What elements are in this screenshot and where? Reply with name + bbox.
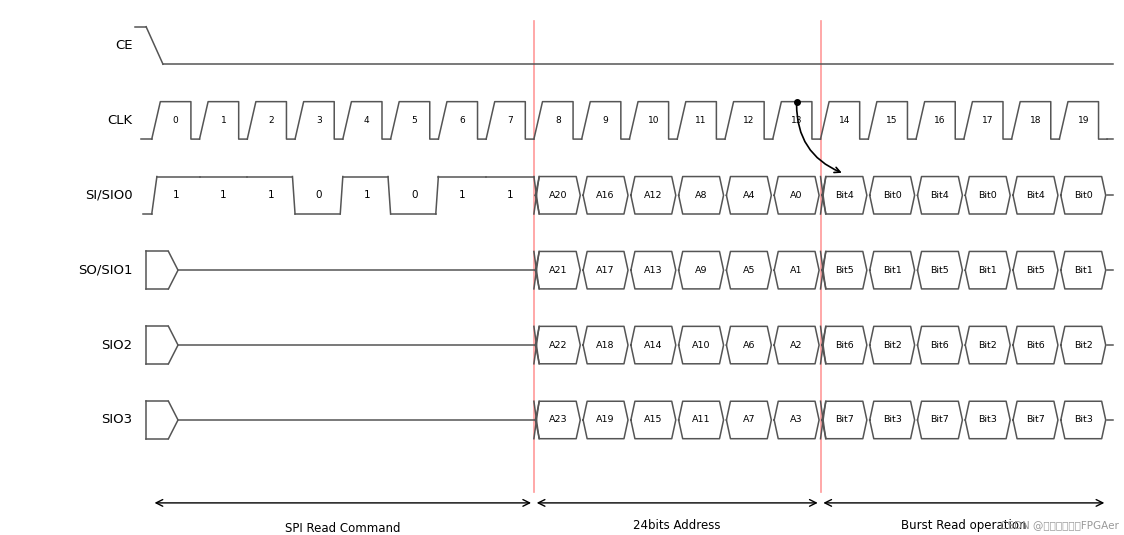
Text: 3: 3 <box>316 116 321 125</box>
Text: Bit7: Bit7 <box>1026 416 1045 424</box>
Text: 2: 2 <box>269 116 274 125</box>
Text: A21: A21 <box>549 266 566 274</box>
Text: Bit6: Bit6 <box>835 341 854 349</box>
Text: A10: A10 <box>692 341 710 349</box>
Text: 17: 17 <box>982 116 994 125</box>
Text: A14: A14 <box>644 341 662 349</box>
Text: Bit1: Bit1 <box>1073 266 1093 274</box>
Text: 24bits Address: 24bits Address <box>634 519 720 532</box>
Text: 6: 6 <box>460 116 465 125</box>
Text: SPI Read Command
(0xEB): SPI Read Command (0xEB) <box>285 522 400 535</box>
Text: 15: 15 <box>887 116 898 125</box>
Text: Bit3: Bit3 <box>1073 416 1093 424</box>
Text: A12: A12 <box>644 191 662 200</box>
Text: Bit4: Bit4 <box>931 191 950 200</box>
Text: Bit0: Bit0 <box>978 191 997 200</box>
Text: 11: 11 <box>696 116 707 125</box>
Text: A15: A15 <box>644 416 662 424</box>
Text: SO/SIO1: SO/SIO1 <box>79 264 133 277</box>
Text: SIO3: SIO3 <box>101 414 133 426</box>
Text: Bit6: Bit6 <box>931 341 950 349</box>
Text: 8: 8 <box>555 116 561 125</box>
Text: Bit1: Bit1 <box>882 266 901 274</box>
Text: A22: A22 <box>549 341 566 349</box>
Text: A4: A4 <box>743 191 755 200</box>
Text: 1: 1 <box>507 190 514 200</box>
Text: Bit2: Bit2 <box>1073 341 1093 349</box>
Text: CE: CE <box>115 39 133 52</box>
Text: A2: A2 <box>790 341 803 349</box>
Text: 1: 1 <box>220 190 227 200</box>
Text: 19: 19 <box>1078 116 1089 125</box>
Text: Bit3: Bit3 <box>882 416 901 424</box>
Text: Bit1: Bit1 <box>978 266 997 274</box>
Text: 18: 18 <box>1030 116 1041 125</box>
Text: 7: 7 <box>507 116 513 125</box>
Text: CLK: CLK <box>108 114 133 127</box>
Text: 0: 0 <box>173 116 179 125</box>
Text: 1: 1 <box>172 190 179 200</box>
Text: A8: A8 <box>695 191 707 200</box>
Text: A1: A1 <box>790 266 803 274</box>
Text: Bit4: Bit4 <box>1026 191 1045 200</box>
Text: Bit0: Bit0 <box>1073 191 1093 200</box>
Text: A16: A16 <box>597 191 615 200</box>
Text: 4: 4 <box>364 116 370 125</box>
Text: Bit3: Bit3 <box>978 416 997 424</box>
Text: A0: A0 <box>790 191 803 200</box>
Text: Bit0: Bit0 <box>882 191 901 200</box>
Text: Bit7: Bit7 <box>835 416 854 424</box>
Text: 1: 1 <box>363 190 370 200</box>
Text: CSDN @做一个合格的FPGAer: CSDN @做一个合格的FPGAer <box>999 519 1118 530</box>
Text: 1: 1 <box>220 116 226 125</box>
Text: 0: 0 <box>316 190 323 200</box>
Text: 12: 12 <box>743 116 754 125</box>
Text: A3: A3 <box>790 416 803 424</box>
Text: Bit2: Bit2 <box>882 341 901 349</box>
Text: 16: 16 <box>934 116 945 125</box>
Text: Bit5: Bit5 <box>835 266 854 274</box>
Text: A6: A6 <box>743 341 755 349</box>
Text: A7: A7 <box>743 416 755 424</box>
Text: SIO2: SIO2 <box>101 339 133 351</box>
Text: A11: A11 <box>692 416 710 424</box>
Text: A17: A17 <box>597 266 615 274</box>
Text: A13: A13 <box>644 266 663 274</box>
Text: 5: 5 <box>411 116 417 125</box>
Text: Bit5: Bit5 <box>931 266 950 274</box>
Text: 9: 9 <box>602 116 608 125</box>
Text: Bit7: Bit7 <box>931 416 950 424</box>
Text: A23: A23 <box>549 416 568 424</box>
Text: 1: 1 <box>268 190 274 200</box>
Text: 0: 0 <box>411 190 418 200</box>
Text: Burst Read operation: Burst Read operation <box>901 519 1026 532</box>
Text: 1: 1 <box>459 190 465 200</box>
Text: Bit5: Bit5 <box>1026 266 1045 274</box>
Text: A5: A5 <box>743 266 755 274</box>
Text: SI/SIO0: SI/SIO0 <box>85 189 133 202</box>
Text: Bit2: Bit2 <box>978 341 997 349</box>
Text: A9: A9 <box>695 266 707 274</box>
Text: 14: 14 <box>839 116 850 125</box>
Text: A19: A19 <box>597 416 615 424</box>
Text: Bit6: Bit6 <box>1026 341 1045 349</box>
Text: 13: 13 <box>791 116 803 125</box>
Text: A20: A20 <box>549 191 566 200</box>
Text: 10: 10 <box>647 116 659 125</box>
Text: Bit4: Bit4 <box>835 191 854 200</box>
Text: A18: A18 <box>597 341 615 349</box>
